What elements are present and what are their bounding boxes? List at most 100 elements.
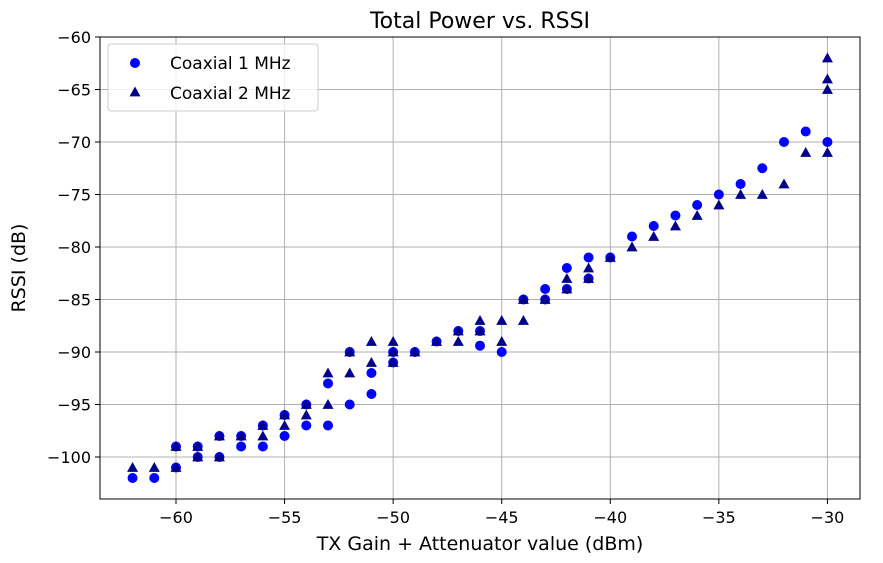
data-point-triangle xyxy=(387,346,399,357)
data-point-triangle xyxy=(821,84,833,94)
data-point-triangle xyxy=(148,462,160,472)
data-point-circle xyxy=(822,137,833,147)
data-point-triangle xyxy=(170,441,182,451)
data-point-triangle xyxy=(517,315,529,325)
data-point-triangle xyxy=(561,283,573,294)
data-point-triangle xyxy=(756,189,768,199)
data-point-triangle xyxy=(409,346,421,357)
data-point-circle xyxy=(366,389,377,399)
data-point-circle xyxy=(692,200,703,210)
data-point-triangle xyxy=(344,346,356,357)
legend: Coaxial 1 MHz Coaxial 2 MHz xyxy=(107,43,319,112)
y-axis-title: RSSI (dB) xyxy=(8,224,30,313)
legend-triangle-icon xyxy=(129,86,141,97)
data-point-triangle xyxy=(821,73,833,84)
data-point-triangle xyxy=(604,252,616,262)
data-point-triangle xyxy=(778,178,790,189)
data-point-circle xyxy=(713,189,724,200)
data-point-triangle xyxy=(192,441,204,451)
data-point-triangle xyxy=(322,367,334,378)
x-axis-title: TX Gain + Attenuator value (dBm) xyxy=(316,533,644,555)
data-point-triangle xyxy=(257,420,269,430)
legend-circle-icon xyxy=(130,58,140,68)
data-point-triangle xyxy=(539,294,551,304)
series-coaxial-2mhz xyxy=(127,52,833,472)
data-point-circle xyxy=(301,420,312,431)
data-point-circle xyxy=(344,399,355,410)
data-point-circle xyxy=(236,441,247,452)
data-point-triangle xyxy=(235,430,247,441)
legend-label-coaxial-1mhz: Coaxial 1 MHz xyxy=(170,54,291,74)
y-tick-label: −100 xyxy=(47,448,91,467)
data-point-circle xyxy=(323,420,333,431)
y-tick-label: −60 xyxy=(57,28,91,47)
data-point-circle xyxy=(366,368,377,378)
data-point-triangle xyxy=(127,462,139,472)
x-tick-label: −35 xyxy=(702,508,736,527)
data-point-triangle xyxy=(300,399,312,409)
data-point-triangle xyxy=(279,420,291,430)
data-point-triangle xyxy=(431,336,443,346)
data-point-triangle xyxy=(561,273,573,283)
data-point-triangle xyxy=(474,325,486,336)
data-point-circle xyxy=(648,221,659,231)
y-tick-label: −70 xyxy=(57,133,91,152)
data-point-triangle xyxy=(257,430,269,441)
x-tick-label: −55 xyxy=(268,508,302,527)
data-point-circle xyxy=(323,378,333,389)
legend-marker-triangle xyxy=(129,86,141,97)
y-tick-label: −85 xyxy=(57,291,91,310)
data-point-triangle xyxy=(365,357,377,367)
data-point-circle xyxy=(127,473,138,483)
data-point-circle xyxy=(583,252,594,263)
data-point-triangle xyxy=(583,273,595,283)
data-point-triangle xyxy=(387,357,399,367)
data-point-circle xyxy=(540,284,551,294)
data-point-triangle xyxy=(626,241,638,252)
data-point-triangle xyxy=(279,409,291,420)
plot-frame xyxy=(99,36,861,500)
data-point-triangle xyxy=(387,336,399,346)
data-point-triangle xyxy=(821,52,833,63)
data-point-triangle xyxy=(300,409,312,420)
data-point-triangle xyxy=(192,451,204,462)
y-tick-label: −95 xyxy=(57,396,91,415)
data-point-triangle xyxy=(669,220,681,231)
data-point-circle xyxy=(561,263,572,273)
data-point-circle xyxy=(757,163,768,174)
axis-ticks: −60 −55 −50 −45 −40 −35 −30 −60 −65 −70 −75 −80 −85 −… xyxy=(47,28,844,527)
data-point-triangle xyxy=(735,189,747,199)
data-point-circle xyxy=(475,340,485,351)
data-point-circle xyxy=(149,473,160,483)
data-point-triangle xyxy=(213,430,225,441)
data-point-circle xyxy=(800,126,811,137)
data-point-triangle xyxy=(648,231,660,241)
y-tick-label: −75 xyxy=(57,186,91,205)
data-point-triangle xyxy=(713,199,725,210)
data-point-triangle xyxy=(452,325,464,336)
data-point-triangle xyxy=(474,315,486,325)
data-point-triangle xyxy=(213,451,225,462)
legend-box xyxy=(107,43,319,112)
data-point-triangle xyxy=(496,315,508,325)
data-point-circle xyxy=(735,179,746,189)
data-point-circle xyxy=(670,210,681,221)
data-points xyxy=(127,52,833,483)
data-point-triangle xyxy=(517,294,529,304)
y-tick-label: −65 xyxy=(57,81,91,100)
legend-label-coaxial-2mhz: Coaxial 2 MHz xyxy=(170,84,291,104)
data-point-triangle xyxy=(170,462,182,472)
x-tick-label: −60 xyxy=(159,508,193,527)
data-point-triangle xyxy=(821,147,833,157)
data-point-triangle xyxy=(452,336,464,346)
y-tick-label: −80 xyxy=(57,238,91,257)
chart-title: Total Power vs. RSSI xyxy=(369,9,590,34)
legend-marker-circle xyxy=(130,58,140,68)
data-point-circle xyxy=(627,231,637,242)
x-tick-label: −45 xyxy=(485,508,519,527)
data-point-circle xyxy=(496,347,507,357)
data-point-triangle xyxy=(496,336,508,346)
data-point-circle xyxy=(279,431,290,441)
data-point-triangle xyxy=(344,367,356,378)
